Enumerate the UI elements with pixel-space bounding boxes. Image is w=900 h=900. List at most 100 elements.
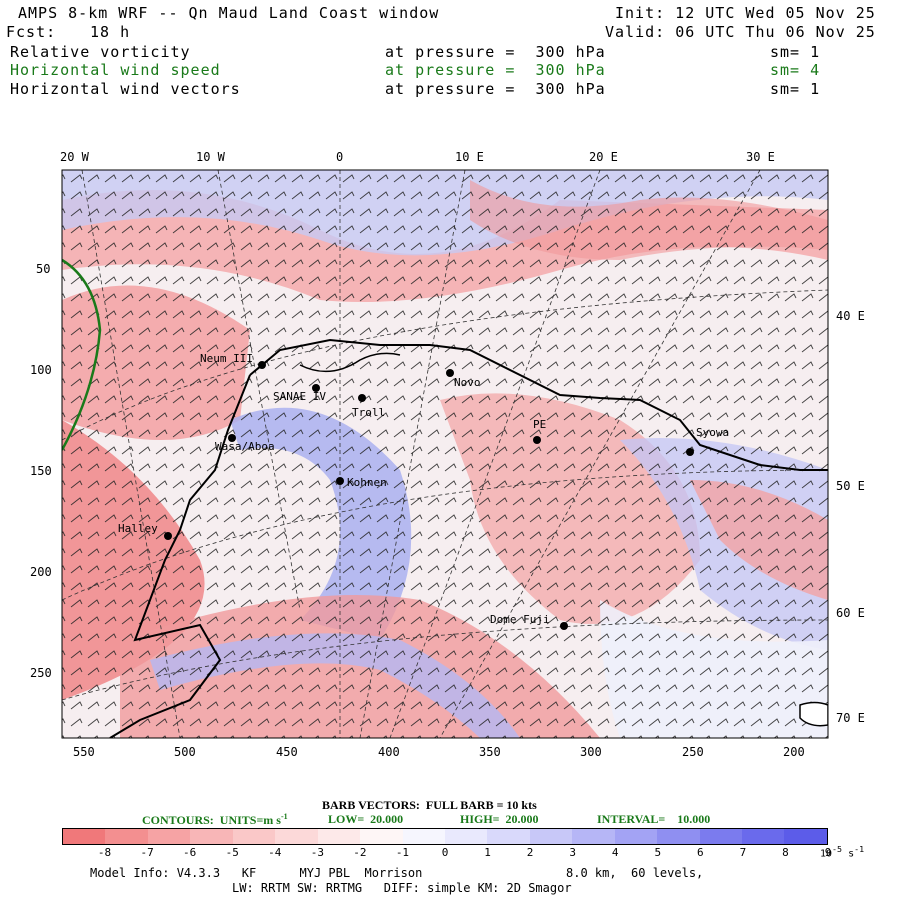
colorbar-tick: -8 <box>97 846 112 859</box>
field-1-name: Relative vorticity <box>10 43 191 61</box>
colorbar-swatch <box>63 829 106 844</box>
field-1-smooth: sm= 1 <box>770 43 821 61</box>
x-axis-550: 550 <box>73 745 95 759</box>
field-3-level: at pressure = 300 hPa <box>385 80 606 98</box>
colorbar-tick: -4 <box>268 846 282 859</box>
forecast-label: Fcst: <box>6 23 57 41</box>
lon-label-10e: 10 E <box>455 150 484 164</box>
station-syowa-marker <box>686 448 694 456</box>
colorbar-swatch <box>784 829 827 844</box>
station-pe-marker <box>533 436 541 444</box>
colorbar-tick: -1 <box>395 846 410 859</box>
colorbar-tick: 4 <box>611 846 619 859</box>
station-sanae-label: SANAE IV <box>273 390 326 403</box>
contour-interval: INTERVAL= 10.000 <box>597 812 711 826</box>
x-axis-300: 300 <box>580 745 602 759</box>
x-axis-450: 450 <box>276 745 298 759</box>
colorbar-swatch <box>147 829 191 844</box>
station-kohnen-label: Kohnen <box>347 476 387 489</box>
station-troll-label: Troll <box>352 406 385 419</box>
station-syowa-label: Syowa <box>696 426 729 439</box>
colorbar-swatch <box>572 829 615 844</box>
init-time: Init: 12 UTC Wed 05 Nov 25 <box>615 4 876 22</box>
station-halley-marker <box>164 532 172 540</box>
colorbar-tick: 5 <box>654 846 662 859</box>
contour-high: HIGH= 20.000 <box>460 812 539 826</box>
colorbar-tick: 8 <box>782 846 789 859</box>
colorbar-swatch <box>529 829 573 844</box>
colorbar-swatch <box>105 829 148 844</box>
map-title: AMPS 8-km WRF -- Qn Maud Land Coast wind… <box>18 4 440 22</box>
y-axis-200: 200 <box>30 565 52 579</box>
barb-legend: BARB VECTORS: FULL BARB = 10 kts <box>322 798 537 812</box>
colorbar-tick: 0 <box>441 846 449 859</box>
colorbar-units: 10-5 s-1 <box>820 844 865 860</box>
contour-units: CONTOURS: UNITS=m s-1 <box>142 812 288 827</box>
lon-label-0: 0 <box>336 150 343 164</box>
colorbar-tick: 9 <box>824 846 832 859</box>
colorbar-tick: 6 <box>697 846 704 859</box>
station-troll-marker <box>358 394 366 402</box>
colorbar-swatch <box>487 829 530 844</box>
field-1-level: at pressure = 300 hPa <box>385 43 606 61</box>
colorbar-swatch <box>742 829 785 844</box>
field-2-smooth: sm= 4 <box>770 61 821 79</box>
y-axis-50: 50 <box>36 262 50 276</box>
colorbar-tick: -2 <box>353 846 367 859</box>
colorbar-swatch <box>190 829 233 844</box>
y-axis-100: 100 <box>30 363 52 377</box>
lon-label-60e: 60 E <box>836 606 865 620</box>
station-novo-label: Novo <box>454 376 481 389</box>
colorbar-swatch <box>699 829 742 844</box>
colorbar-tick: 3 <box>569 846 576 859</box>
model-info: Model Info: V4.3.3 KF MYJ PBL Morrison <box>90 866 423 880</box>
model-physics: LW: RRTM SW: RRTMG DIFF: simple KM: 2D S… <box>232 881 572 895</box>
lon-label-20w: 20 W <box>60 150 90 164</box>
colorbar-tick: -7 <box>140 846 154 859</box>
vorticity-map: Neum III SANAE IV Troll Novo PE Syowa Wa… <box>30 150 865 759</box>
field-3-smooth: sm= 1 <box>770 80 821 98</box>
colorbar-swatch <box>360 829 403 844</box>
x-axis-200: 200 <box>783 745 805 759</box>
lon-label-10w: 10 W <box>196 150 226 164</box>
lon-label-70e: 70 E <box>836 711 865 725</box>
x-axis-500: 500 <box>174 745 196 759</box>
colorbar-tick: -3 <box>310 846 324 859</box>
valid-time: Valid: 06 UTC Thu 06 Nov 25 <box>605 23 876 41</box>
field-3-name: Horizontal wind vectors <box>10 80 241 98</box>
lon-label-40e: 40 E <box>836 309 865 323</box>
field-2-name: Horizontal wind speed <box>10 61 221 79</box>
colorbar <box>62 828 828 845</box>
contour-low: LOW= 20.000 <box>328 812 404 826</box>
station-wasa-marker <box>228 434 236 442</box>
x-axis-350: 350 <box>479 745 501 759</box>
colorbar-tick: 7 <box>739 846 747 859</box>
colorbar-swatch <box>444 829 488 844</box>
station-halley-label: Halley <box>118 522 158 535</box>
station-sanae-marker <box>312 384 320 392</box>
station-domefuji-label: Dome Fuji <box>490 613 550 626</box>
y-axis-250: 250 <box>30 666 52 680</box>
lon-label-30e: 30 E <box>746 150 775 164</box>
x-axis-400: 400 <box>378 745 400 759</box>
field-2-level: at pressure = 300 hPa <box>385 61 606 79</box>
station-domefuji-marker <box>560 622 568 630</box>
forecast-hour: 18 h <box>90 23 131 41</box>
station-wasa-label: Wasa/Aboa <box>215 440 275 453</box>
lon-label-50e: 50 E <box>836 479 865 493</box>
colorbar-tick: -6 <box>183 846 197 859</box>
station-neumayer-marker <box>258 361 266 369</box>
colorbar-swatch <box>232 829 276 844</box>
colorbar-swatch <box>317 829 361 844</box>
colorbar-tick: 1 <box>484 846 491 859</box>
station-novo-marker <box>446 369 454 377</box>
colorbar-swatch <box>275 829 318 844</box>
colorbar-swatch <box>402 829 445 844</box>
colorbar-tick: 2 <box>526 846 534 859</box>
station-kohnen-marker <box>336 477 344 485</box>
colorbar-swatch <box>657 829 700 844</box>
colorbar-tick: -5 <box>225 846 239 859</box>
lon-label-20e: 20 E <box>589 150 618 164</box>
model-resolution: 8.0 km, 60 levels, <box>566 866 704 880</box>
y-axis-150: 150 <box>30 464 52 478</box>
